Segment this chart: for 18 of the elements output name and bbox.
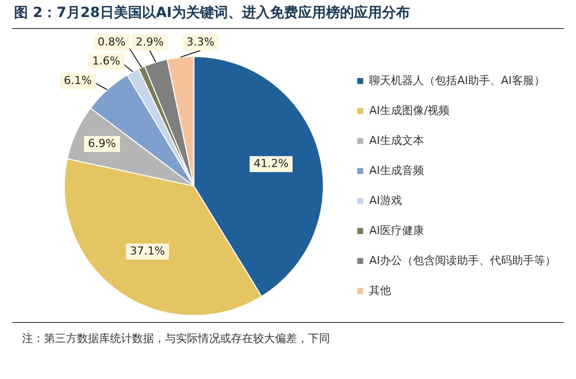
data-label: 37.1% bbox=[130, 244, 165, 258]
data-label: 2.9% bbox=[136, 35, 164, 48]
data-label: 0.8% bbox=[98, 35, 126, 48]
legend-label: AI生成音频 bbox=[369, 164, 424, 177]
data-label: 6.1% bbox=[64, 74, 92, 88]
legend-label: AI生成文本 bbox=[369, 134, 424, 147]
legend-label: AI办公（包含阅读助手、代码助手等） bbox=[369, 254, 556, 267]
data-label: 41.2% bbox=[254, 157, 289, 170]
data-label: 1.6% bbox=[92, 54, 120, 68]
legend-label: AI医疗健康 bbox=[369, 224, 424, 237]
legend-label: 聊天机器人（包括AI助手、AI客服） bbox=[369, 74, 545, 87]
data-label: 3.3% bbox=[186, 35, 214, 48]
text: 注：第三方数据库统计数据，与实际情况或存在较大偏差，下同 bbox=[22, 331, 330, 347]
chart-title: 图 2：7月28日美国以AI为关键词、进入免费应用榜的应用分布 bbox=[14, 4, 410, 22]
data-label: 6.9% bbox=[88, 136, 116, 150]
legend-label: AI生成图像/视频 bbox=[369, 104, 450, 117]
legend-label: 其他 bbox=[369, 284, 392, 297]
legend-label: AI游戏 bbox=[369, 194, 402, 207]
